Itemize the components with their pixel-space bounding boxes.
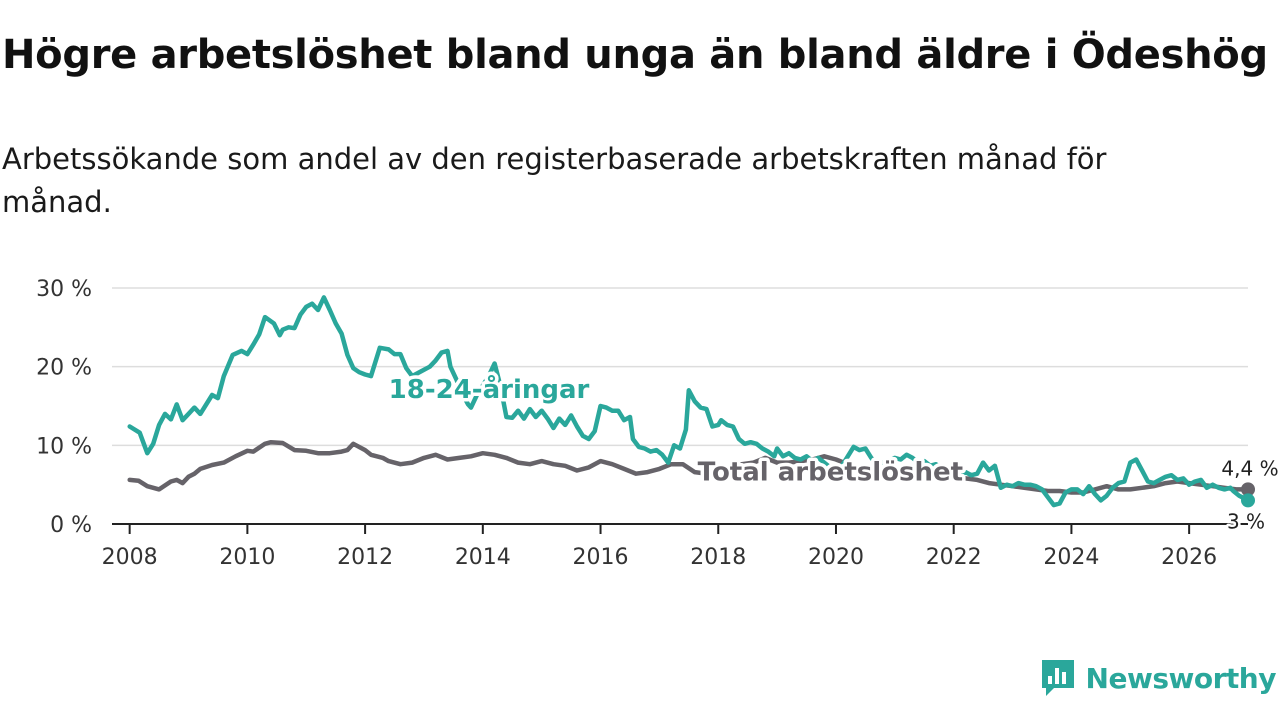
series-lines [127, 295, 1255, 508]
series-end-dot-youth [1241, 493, 1255, 508]
y-tick-label: 0 % [50, 513, 92, 538]
series-label-total: Total arbetslöshet [698, 458, 963, 488]
x-tick-label: 2026 [1161, 545, 1217, 570]
series-end-dot-total [1241, 482, 1255, 497]
y-tick-label: 30 % [36, 277, 92, 302]
end-label-total: 4,4 % [1221, 456, 1278, 480]
x-tick-label: 2016 [573, 545, 629, 570]
series-line-youth [127, 295, 1251, 508]
series-label-youth: 18-24-åringar [389, 373, 590, 405]
y-tick-label: 20 % [36, 356, 92, 381]
brand-name: Newsworthy [1085, 661, 1277, 695]
series-line-total [127, 439, 1251, 495]
y-axis: 0 % 10 % 20 % 30 % [36, 277, 92, 538]
end-label-youth-halo: 3 % [1227, 509, 1265, 533]
newsworthy-logo-icon [1041, 660, 1074, 696]
chart-title: Högre arbetslöshet bland unga än bland ä… [2, 32, 1268, 78]
series-label-youth-halo: 18-24-åringar [389, 373, 590, 405]
x-tick-label: 2018 [690, 545, 746, 570]
brand-logo: Newsworthy [1040, 658, 1277, 698]
chart-subtitle: Arbetssökande som andel av den registerb… [2, 142, 1107, 219]
x-tick-label: 2014 [455, 545, 511, 570]
end-label-total-halo: 4,4 % [1221, 456, 1278, 480]
x-tick-label: 2020 [808, 545, 864, 570]
x-tick-label: 2012 [337, 545, 393, 570]
x-tick-label: 2024 [1043, 545, 1099, 570]
series-label-total-halo: Total arbetslöshet [698, 458, 963, 488]
x-tick-label: 2010 [219, 545, 275, 570]
x-tick-label: 2008 [102, 545, 158, 570]
end-label-youth: 3 % [1227, 509, 1265, 533]
y-tick-label: 10 % [36, 434, 92, 459]
gridlines [112, 287, 1248, 447]
x-axis: 2008 2010 2012 2014 2016 2018 2020 2022 2024 2026 [102, 523, 1248, 570]
x-tick-label: 2022 [926, 545, 982, 570]
